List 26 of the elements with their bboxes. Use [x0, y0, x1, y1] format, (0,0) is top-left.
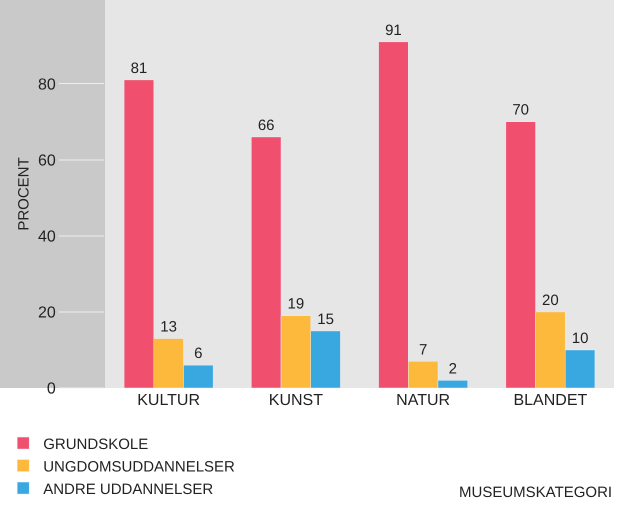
x-axis-title: MUSEUMSKATEGORI	[459, 484, 612, 501]
x-tick-label: BLANDET	[513, 392, 588, 409]
data-label: 20	[542, 292, 559, 309]
x-tick-label: KUNST	[268, 392, 324, 409]
data-label: 7	[418, 341, 428, 358]
y-tick-label: 80	[38, 76, 56, 94]
data-label: 81	[130, 60, 148, 77]
legend-label: GRUNDSKOLE	[43, 436, 148, 453]
data-label: 6	[194, 345, 202, 362]
x-tick-label: KULTUR	[137, 392, 200, 409]
legend-label: ANDRE UDDANNELSER	[43, 480, 214, 498]
y-tick-label: 20	[38, 304, 56, 322]
y-tick-label: 40	[38, 228, 56, 246]
data-label: 2	[448, 360, 457, 378]
y-axis-title: PROCENT	[15, 157, 32, 231]
y-tick-label: 60	[38, 152, 56, 170]
y-tick-label: 0	[46, 380, 56, 398]
x-tick-label: NATUR	[396, 392, 450, 409]
data-label: 15	[317, 310, 334, 328]
data-label: 13	[160, 318, 177, 336]
data-label: 19	[288, 296, 304, 313]
data-label: 10	[572, 330, 588, 347]
legend-label: UNGDOMSUDDANNELSER	[43, 458, 236, 476]
data-label: 66	[258, 116, 275, 134]
data-label: 91	[385, 22, 402, 39]
data-label: 70	[512, 102, 530, 119]
